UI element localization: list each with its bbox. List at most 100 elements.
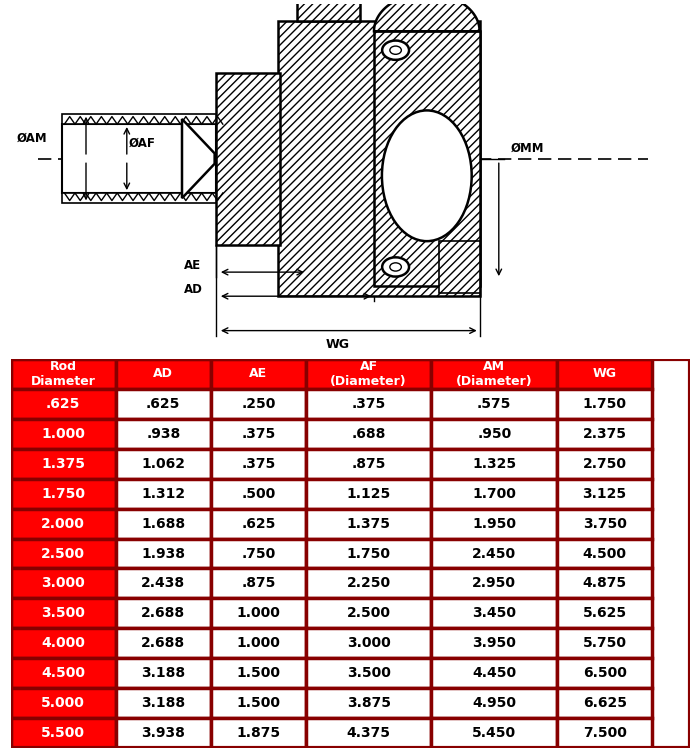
Bar <box>431 449 557 479</box>
Text: 4.375: 4.375 <box>346 726 391 740</box>
Bar <box>10 688 116 718</box>
Bar <box>431 658 557 688</box>
Circle shape <box>390 46 401 55</box>
Text: 4.500: 4.500 <box>41 666 85 680</box>
Text: ØAM: ØAM <box>16 132 47 144</box>
Text: 1.875: 1.875 <box>237 726 281 740</box>
Text: ØAF: ØAF <box>130 137 156 150</box>
Bar <box>62 114 216 124</box>
Bar <box>431 389 557 419</box>
Text: Rod
Diameter: Rod Diameter <box>31 360 96 388</box>
Text: .500: .500 <box>241 487 276 500</box>
Text: .375: .375 <box>241 427 276 441</box>
Bar <box>211 389 306 419</box>
Polygon shape <box>374 0 480 31</box>
Text: 3.938: 3.938 <box>141 726 186 740</box>
Text: WG: WG <box>593 367 617 381</box>
Bar <box>116 449 211 479</box>
Text: 1.062: 1.062 <box>141 457 186 470</box>
Bar <box>306 359 431 389</box>
Text: .688: .688 <box>351 427 386 441</box>
Bar <box>211 688 306 718</box>
Bar <box>211 419 306 449</box>
Text: 1.325: 1.325 <box>473 457 517 470</box>
Bar <box>116 359 211 389</box>
Bar <box>306 688 431 718</box>
Bar <box>10 359 116 389</box>
Bar <box>116 628 211 658</box>
Text: 1.750: 1.750 <box>582 397 626 411</box>
Text: 1.500: 1.500 <box>237 696 280 710</box>
Text: 2.375: 2.375 <box>582 427 626 441</box>
Bar <box>431 568 557 598</box>
Bar <box>306 419 431 449</box>
Bar <box>431 718 557 748</box>
Bar <box>557 568 652 598</box>
Text: AE: AE <box>184 259 202 272</box>
Text: 5.625: 5.625 <box>582 607 626 620</box>
Bar <box>211 718 306 748</box>
Bar <box>116 389 211 419</box>
Bar <box>116 539 211 568</box>
Bar <box>116 688 211 718</box>
Text: 2.750: 2.750 <box>582 457 626 470</box>
Bar <box>211 509 306 539</box>
Text: 1.000: 1.000 <box>237 607 280 620</box>
Bar <box>278 21 480 296</box>
Text: 1.312: 1.312 <box>141 487 186 500</box>
Bar <box>116 419 211 449</box>
Text: .625: .625 <box>146 397 181 411</box>
Bar <box>557 419 652 449</box>
Bar <box>10 718 116 748</box>
Text: .625: .625 <box>241 517 276 530</box>
Text: 2.688: 2.688 <box>141 637 186 650</box>
Bar <box>10 568 116 598</box>
Bar <box>557 449 652 479</box>
Bar <box>557 359 652 389</box>
Text: 4.450: 4.450 <box>473 666 517 680</box>
Text: 3.750: 3.750 <box>582 517 626 530</box>
Circle shape <box>382 257 409 277</box>
Bar <box>298 0 360 21</box>
Text: .375: .375 <box>241 457 276 470</box>
Text: 2.000: 2.000 <box>41 517 85 530</box>
Text: 1.750: 1.750 <box>41 487 85 500</box>
Text: 1.950: 1.950 <box>473 517 517 530</box>
Polygon shape <box>182 119 215 198</box>
Text: 6.625: 6.625 <box>582 696 626 710</box>
Bar <box>557 628 652 658</box>
Bar <box>216 73 281 245</box>
Text: AF
(Diameter): AF (Diameter) <box>330 360 407 388</box>
Bar <box>116 718 211 748</box>
Text: 3.875: 3.875 <box>346 696 391 710</box>
Text: 1.938: 1.938 <box>141 547 186 560</box>
Text: 1.375: 1.375 <box>346 517 391 530</box>
Bar <box>557 479 652 509</box>
Bar <box>10 479 116 509</box>
Text: 2.688: 2.688 <box>141 607 186 620</box>
Bar <box>211 359 306 389</box>
Text: 2.500: 2.500 <box>41 547 85 560</box>
Bar <box>211 568 306 598</box>
Text: AD: AD <box>184 283 203 295</box>
Text: 1.125: 1.125 <box>346 487 391 500</box>
Bar <box>116 568 211 598</box>
Bar <box>211 658 306 688</box>
Bar <box>10 419 116 449</box>
Circle shape <box>382 40 409 60</box>
Text: 2.500: 2.500 <box>346 607 391 620</box>
Bar <box>306 568 431 598</box>
Bar <box>306 509 431 539</box>
Text: AD: AD <box>153 367 173 381</box>
Bar <box>116 598 211 628</box>
Text: 4.500: 4.500 <box>582 547 626 560</box>
Text: 6.500: 6.500 <box>582 666 626 680</box>
Text: 3.500: 3.500 <box>41 607 85 620</box>
Text: 2.250: 2.250 <box>346 577 391 590</box>
Bar <box>431 479 557 509</box>
Bar <box>211 628 306 658</box>
Bar <box>439 241 480 292</box>
Bar <box>211 539 306 568</box>
Text: 2.950: 2.950 <box>473 577 517 590</box>
Text: 4.875: 4.875 <box>582 577 626 590</box>
